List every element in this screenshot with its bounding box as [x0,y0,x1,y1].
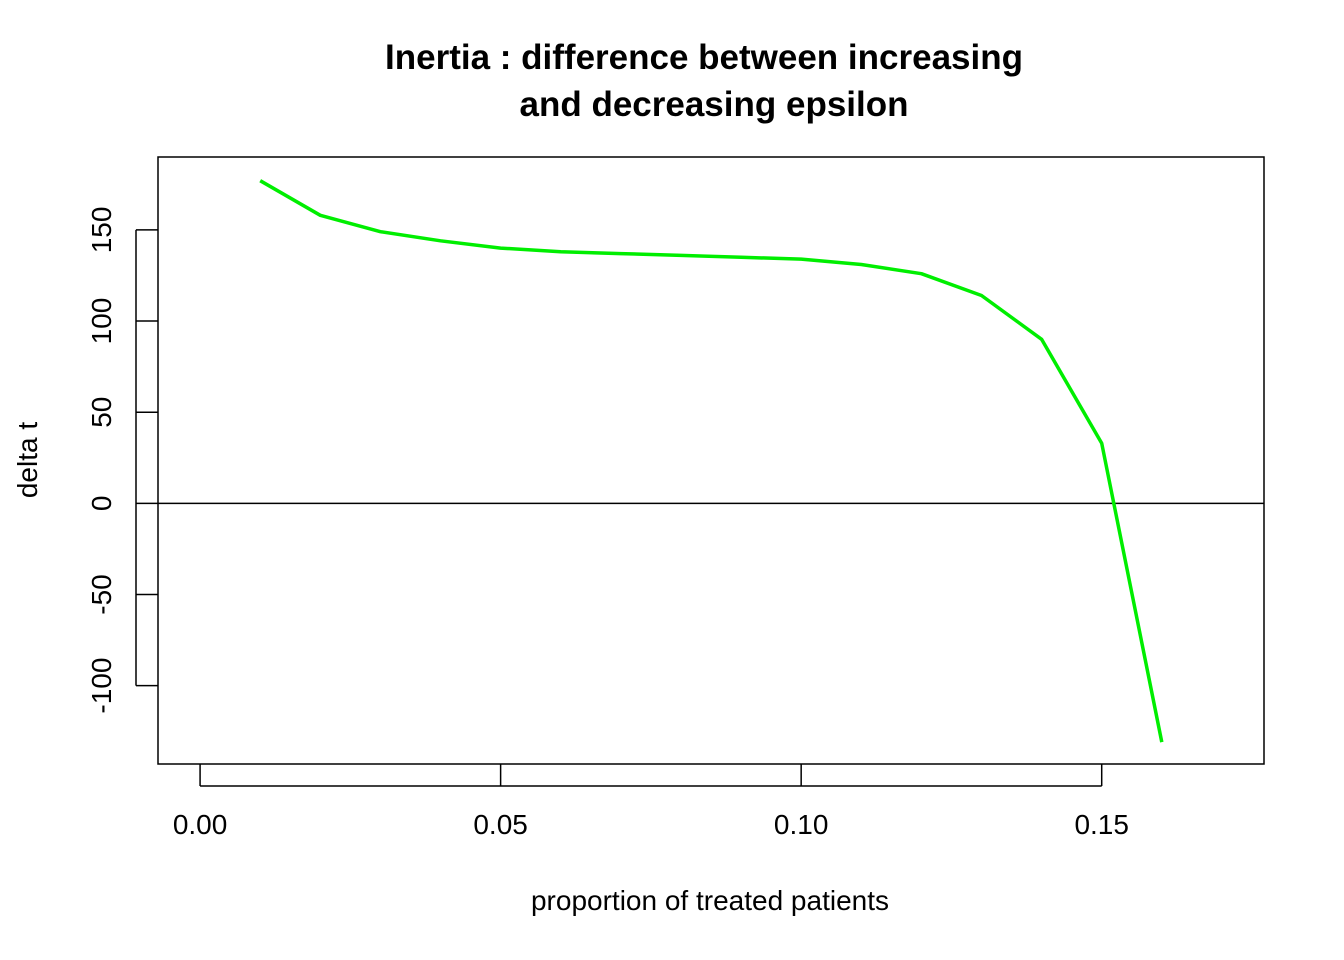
x-axis: 0.00 0.05 0.10 0.15 [173,764,1129,840]
x-axis-label: proportion of treated patients [531,885,889,916]
chart-title-line-1: Inertia : difference between increasing [385,38,1023,77]
y-tick-label: -50 [86,574,117,614]
y-tick-label: 150 [86,207,117,254]
y-axis-label: delta t [12,422,43,498]
x-tick-label: 0.15 [1074,809,1129,840]
y-tick-label: 100 [86,298,117,345]
x-tick-label: 0.00 [173,809,228,840]
x-tick-label: 0.05 [473,809,528,840]
y-tick-label: 50 [86,397,117,428]
y-tick-label: -100 [86,658,117,714]
y-axis: -100 -50 0 50 100 150 [86,207,158,714]
x-tick-label: 0.10 [774,809,829,840]
series-layer [259,179,1164,743]
chart-title-line-2: and decreasing epsilon [520,85,909,124]
plot-frame [157,156,1265,765]
y-tick-label: 0 [86,496,117,512]
series-line [259,179,1164,743]
